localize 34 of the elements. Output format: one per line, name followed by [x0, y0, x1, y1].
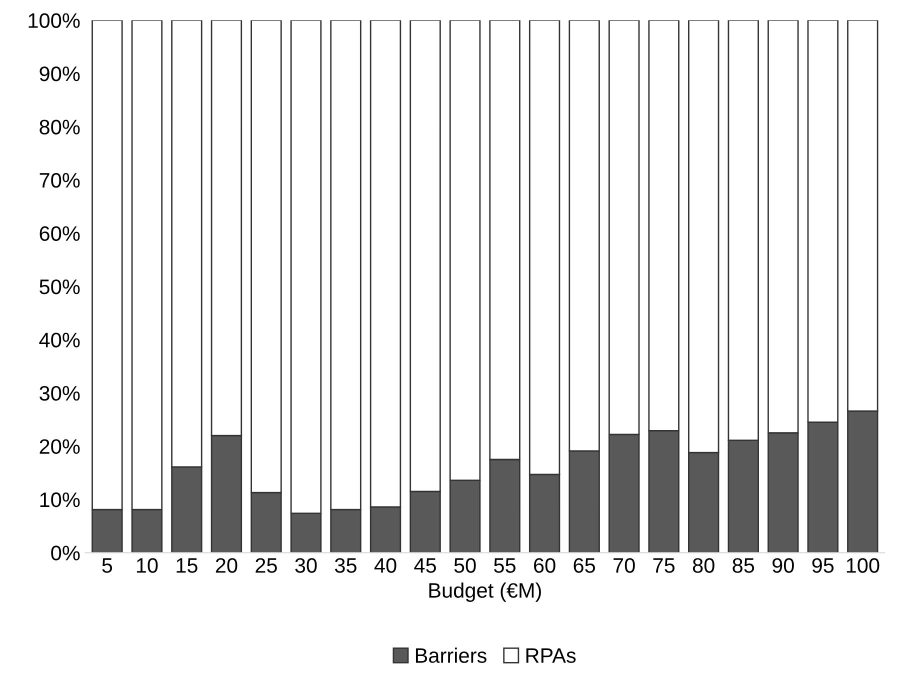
y-tick-label: 70%	[40, 172, 80, 188]
x-tick-label: 35	[334, 558, 356, 573]
x-tick-label: 75	[653, 558, 675, 573]
legend-label: Barriers	[416, 648, 486, 663]
y-tick-label: 0%	[51, 546, 80, 560]
x-tick-label: 80	[692, 558, 714, 573]
y-tick-label: 20%	[40, 439, 80, 454]
y-tick-label: 40%	[39, 332, 80, 348]
x-tick-label: 85	[732, 558, 754, 573]
x-tick-label: 95	[812, 558, 834, 573]
x-tick-label: 10	[136, 558, 158, 573]
x-axis-title: Budget (€M)	[429, 582, 541, 602]
y-tick-label: 80%	[40, 120, 80, 134]
x-tick-label: 30	[295, 558, 317, 573]
x-tick-label: 45	[414, 558, 436, 573]
y-tick-label: 30%	[40, 386, 80, 401]
x-tick-label: 25	[256, 558, 277, 573]
x-tick-label: 90	[772, 558, 794, 573]
x-tick-label: 5	[102, 558, 112, 573]
x-tick-label: 40	[374, 558, 396, 573]
x-tick-label: 70	[614, 558, 635, 573]
legend-label: RPAs	[526, 648, 576, 663]
y-tick-label: 10%	[40, 492, 80, 508]
y-tick-label: 90%	[40, 66, 80, 82]
y-tick-label: 50%	[40, 279, 80, 294]
x-tick-label: 65	[574, 558, 596, 573]
x-tick-label: 100	[846, 558, 880, 573]
x-tick-label: 55	[494, 558, 516, 573]
x-tick-label: 50	[454, 558, 476, 573]
y-tick-label: 100%	[28, 13, 80, 28]
x-tick-label: 20	[216, 558, 238, 573]
y-tick-label: 60%	[40, 226, 80, 241]
x-tick-label: 15	[176, 558, 198, 573]
x-tick-label: 60	[534, 558, 556, 573]
